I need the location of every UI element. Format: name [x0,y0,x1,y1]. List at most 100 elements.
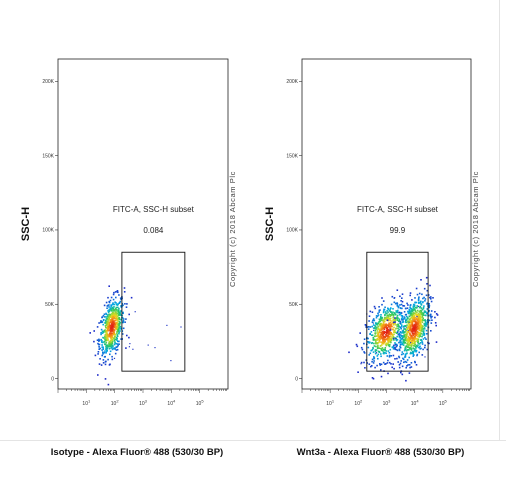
event-point [380,314,382,316]
event-point [104,337,107,339]
event-point [425,329,428,332]
event-point [118,307,120,310]
event-point [385,344,388,347]
event-point [412,351,415,353]
event-point [405,379,407,382]
event-point [386,342,388,345]
event-point [96,339,99,341]
event-point [129,343,131,345]
event-point [111,312,114,314]
event-point [372,318,375,320]
event-point [383,320,386,323]
event-point [387,314,390,317]
event-point [410,342,412,344]
event-point [421,354,424,356]
event-point [376,355,379,357]
event-point [385,342,387,345]
event-point [417,315,420,318]
event-point [114,301,116,303]
event-point [423,330,425,332]
event-point [106,345,109,347]
event-point [390,363,392,365]
event-point [103,313,106,316]
event-point [413,349,416,352]
event-point [380,355,382,358]
event-point [374,322,377,324]
event-point [413,335,416,338]
event-point [372,362,375,364]
event-point [420,326,423,329]
event-point [387,333,390,336]
event-point [385,327,388,330]
event-point [419,305,422,308]
event-point [375,352,378,354]
event-point [105,352,107,354]
event-point [411,314,413,316]
y-tick-label: 50K [289,302,299,308]
event-point [110,338,113,340]
event-point [120,310,122,312]
event-point [419,301,422,304]
event-point [388,361,391,364]
event-point [101,316,103,319]
event-point [402,330,404,333]
event-point [108,344,110,346]
event-point [418,302,420,304]
event-point [401,315,404,317]
event-point [387,335,389,337]
event-point [415,364,418,366]
event-point [363,352,366,354]
event-point [103,356,106,358]
event-point [113,337,115,340]
event-point [419,321,421,324]
y-tick-label: 0 [295,376,298,382]
event-point [394,320,396,322]
event-point [417,327,419,329]
event-point [113,313,115,315]
event-point [420,300,422,303]
event-point [406,318,409,320]
event-point [414,326,417,328]
event-point [417,299,420,301]
event-point [381,297,383,299]
event-point [394,329,396,332]
event-point [431,319,433,321]
event-point [421,315,424,317]
event-point [411,339,413,341]
event-point [423,311,426,314]
event-point [112,303,114,306]
event-point [382,310,385,312]
event-point [384,306,386,309]
event-point [119,321,121,324]
event-point [387,350,390,352]
event-point [420,304,423,306]
event-point [100,338,102,341]
event-point [371,365,373,367]
event-point [410,352,413,355]
event-point [379,325,381,327]
event-point [115,342,118,345]
event-point [402,342,405,344]
event-point [111,335,113,337]
event-point [404,355,407,357]
event-point [392,348,395,350]
event-point [399,345,401,348]
event-point [97,342,99,345]
event-point [105,360,107,363]
event-point [405,366,407,369]
event-point [106,307,108,309]
event-point [378,331,381,334]
event-point [420,279,422,281]
event-point [105,339,107,342]
event-point [110,325,113,328]
event-point [411,352,414,355]
event-point [373,305,376,308]
event-point [110,321,112,323]
event-point [398,325,400,328]
event-point [401,297,403,299]
event-point [389,308,392,310]
event-point [412,344,415,347]
event-point [423,334,426,336]
event-point [409,307,412,310]
event-point [410,366,413,368]
